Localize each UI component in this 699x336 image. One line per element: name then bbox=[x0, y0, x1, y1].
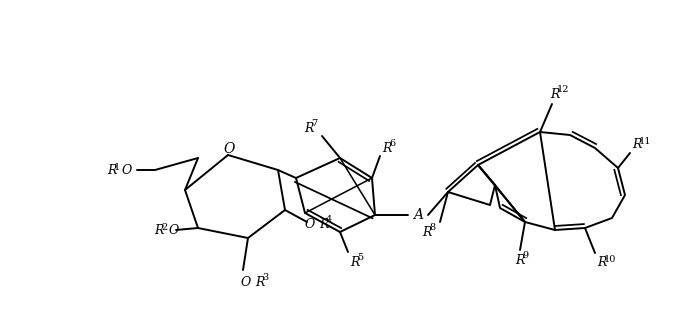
Text: R: R bbox=[422, 225, 431, 239]
Text: A: A bbox=[413, 208, 423, 222]
Text: R: R bbox=[632, 138, 642, 152]
Text: 4: 4 bbox=[326, 215, 332, 224]
Text: R: R bbox=[382, 141, 391, 155]
Text: 2: 2 bbox=[161, 222, 167, 232]
Text: 7: 7 bbox=[311, 120, 317, 128]
Text: R: R bbox=[107, 165, 116, 177]
Text: O: O bbox=[169, 224, 179, 238]
Text: R: R bbox=[154, 224, 164, 238]
Text: R: R bbox=[319, 217, 329, 230]
Text: R: R bbox=[515, 253, 524, 266]
Text: 10: 10 bbox=[604, 254, 617, 263]
Text: O: O bbox=[241, 276, 251, 289]
Text: 8: 8 bbox=[429, 223, 435, 233]
Text: R: R bbox=[597, 256, 606, 269]
Text: R: R bbox=[550, 87, 559, 100]
Text: R: R bbox=[255, 276, 264, 289]
Text: R: R bbox=[304, 122, 313, 134]
Text: 3: 3 bbox=[262, 274, 268, 283]
Text: 12: 12 bbox=[557, 85, 570, 94]
Text: 6: 6 bbox=[389, 139, 395, 149]
Text: 11: 11 bbox=[639, 136, 651, 145]
Text: 1: 1 bbox=[114, 163, 120, 171]
Text: 9: 9 bbox=[522, 252, 528, 260]
Text: R: R bbox=[350, 255, 359, 268]
Text: O: O bbox=[305, 217, 315, 230]
Text: 5: 5 bbox=[357, 253, 363, 262]
Text: O: O bbox=[223, 142, 235, 156]
Text: O: O bbox=[122, 165, 132, 177]
